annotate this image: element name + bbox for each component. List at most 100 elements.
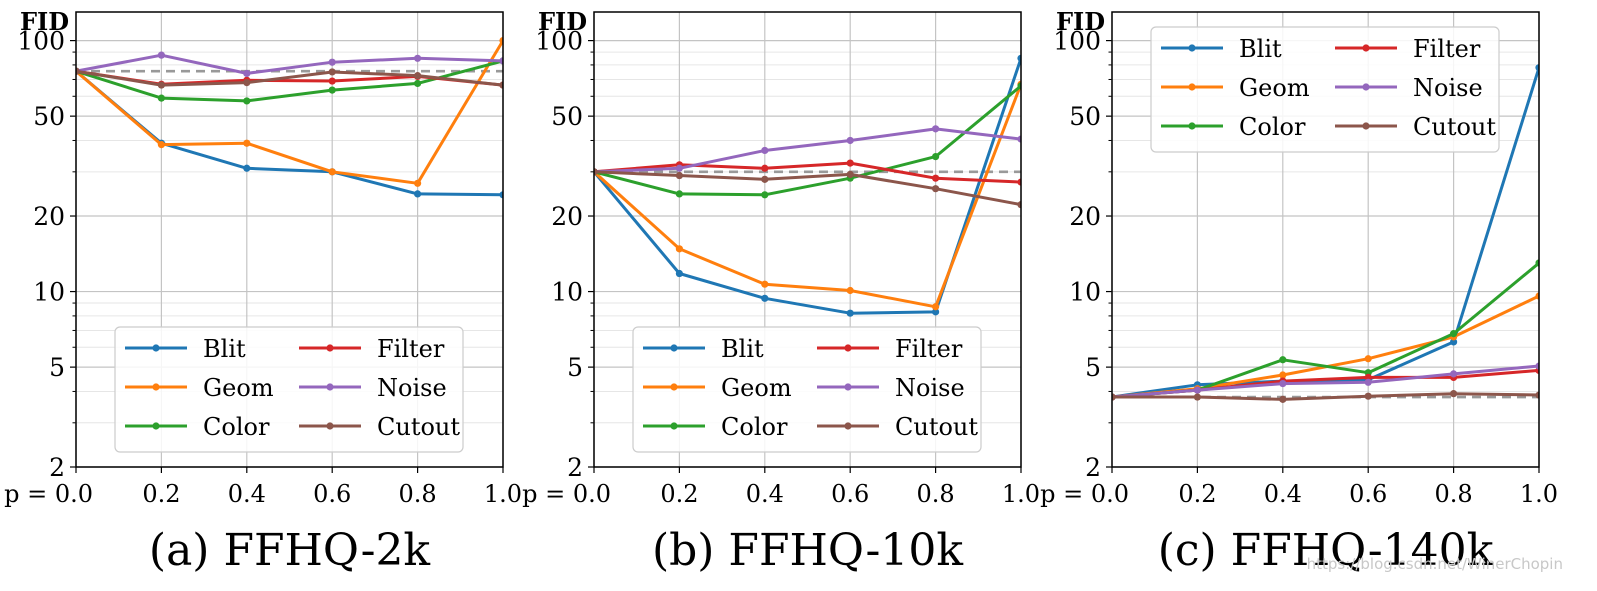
data-point-geom: [846, 286, 854, 295]
y-tick-label: 2: [567, 453, 583, 482]
legend-marker-noise: [326, 383, 334, 391]
series-line-color: [76, 59, 503, 103]
data-point-cutout: [1535, 391, 1539, 399]
data-point-filter: [1017, 178, 1021, 186]
legend: Blit Geom Color Filter Noise Cutout: [632, 326, 982, 453]
data-point-noise: [328, 58, 336, 66]
series-group: [594, 54, 1021, 317]
data-point-noise: [932, 125, 940, 133]
series-line-cutout: [76, 69, 503, 87]
data-point-noise: [499, 57, 503, 65]
series-line-color: [594, 84, 1021, 197]
legend-label-noise: Noise: [377, 374, 447, 402]
data-point-noise: [414, 54, 422, 62]
data-point-noise: [1017, 135, 1021, 143]
chart-panel-1: 2 5 10 20 50 100 p = 0.0 0.2 0.4 0.6 0.8 1.0 FID Blit…: [4, 7, 522, 576]
legend-label-filter: Filter: [1413, 35, 1481, 63]
legend-marker-cutout: [326, 422, 334, 430]
data-point-color: [414, 79, 422, 88]
legend-box: [114, 326, 464, 453]
legend-label-noise: Noise: [895, 374, 965, 402]
legend-marker-noise: [844, 383, 852, 391]
legend-label-filter: Filter: [377, 335, 445, 363]
data-point-cutout: [243, 79, 251, 87]
data-point-blit: [846, 309, 854, 317]
data-point-noise: [846, 136, 854, 145]
y-tick-label: 10: [1069, 278, 1101, 307]
data-point-blit: [499, 191, 503, 199]
series-line-noise: [76, 53, 503, 75]
y-tick-label: 10: [33, 278, 65, 307]
legend-marker-color: [1188, 122, 1196, 130]
legend-marker-color: [670, 422, 678, 430]
x-tick-label: 0.8: [1435, 480, 1473, 508]
watermark: https://blog.csdn.net/WinerChopin: [1306, 555, 1563, 573]
data-point-geom: [761, 280, 769, 288]
x-tick-label: 1.0: [484, 480, 522, 508]
data-point-geom: [499, 36, 503, 45]
series-line-cutout: [594, 170, 1021, 207]
legend-marker-blit: [670, 344, 678, 352]
data-point-blit: [1450, 338, 1458, 346]
chart-panel-3: 2 5 10 20 50 100 p = 0.0 0.2 0.4 0.6 0.8 1.0 FID Blit…: [1040, 7, 1558, 576]
series-line-blit: [76, 70, 503, 197]
x-tick-label: 0.8: [399, 480, 437, 508]
legend-label-cutout: Cutout: [377, 413, 460, 441]
axes-frame: [593, 11, 1022, 468]
y-axis-label: FID: [538, 7, 587, 36]
series-line-geom: [76, 39, 503, 185]
chart-title: (a) FFHQ-2k: [149, 525, 431, 576]
x-tick-label: 0.2: [660, 480, 698, 508]
data-point-color: [1535, 259, 1539, 267]
y-tick-label: 50: [1069, 102, 1101, 131]
data-point-blit: [932, 308, 940, 316]
y-tick-label: 20: [551, 202, 583, 231]
data-point-geom: [675, 245, 684, 253]
data-point-color: [932, 152, 940, 161]
x-tick-label: 0.4: [1264, 480, 1302, 508]
data-point-cutout: [328, 68, 336, 76]
data-point-cutout: [1193, 393, 1201, 401]
data-point-noise: [1535, 362, 1539, 370]
series-line-cutout: [1112, 392, 1539, 401]
x-tick-label: 0.6: [831, 480, 869, 508]
data-point-cutout: [761, 175, 769, 183]
data-point-color: [761, 191, 769, 199]
data-point-cutout: [157, 81, 165, 89]
chart-panel-2: 2 5 10 20 50 100 p = 0.0 0.2 0.4 0.6 0.8 1.0 FID Blit…: [522, 7, 1040, 576]
data-point-noise: [1279, 379, 1287, 388]
data-point-color: [675, 190, 684, 198]
x-tick-label: 1.0: [1002, 480, 1040, 508]
data-point-cutout: [594, 168, 598, 176]
data-point-filter: [761, 164, 769, 172]
data-point-blit: [1017, 54, 1021, 62]
legend-label-color: Color: [203, 413, 270, 441]
data-point-geom: [1279, 371, 1287, 379]
legend-marker-filter: [326, 344, 334, 352]
y-tick-label: 50: [551, 102, 583, 131]
y-axis-label: FID: [20, 7, 69, 36]
legend: Blit Geom Color Filter Noise Cutout: [114, 326, 464, 453]
y-tick-label: 5: [1085, 353, 1101, 382]
data-point-noise: [675, 164, 684, 172]
data-point-filter: [846, 159, 854, 167]
data-point-geom: [1535, 292, 1539, 300]
y-tick-label: 10: [551, 278, 583, 307]
data-point-noise: [1364, 378, 1372, 386]
data-point-geom: [1364, 355, 1372, 363]
legend-label-cutout: Cutout: [895, 413, 978, 441]
legend-label-geom: Geom: [203, 374, 274, 402]
y-tick-label: 100: [17, 27, 65, 56]
legend-label-color: Color: [721, 413, 788, 441]
legend-label-cutout: Cutout: [1413, 113, 1496, 141]
legend-label-filter: Filter: [895, 335, 963, 363]
legend-marker-geom: [670, 383, 678, 391]
data-point-noise: [1193, 386, 1201, 394]
data-point-color: [243, 97, 251, 105]
x-tick-label: 0.4: [746, 480, 784, 508]
legend-label-color: Color: [1239, 113, 1306, 141]
legend-marker-filter: [1362, 44, 1370, 52]
data-point-cutout: [675, 171, 684, 180]
data-point-cutout: [1450, 390, 1458, 398]
